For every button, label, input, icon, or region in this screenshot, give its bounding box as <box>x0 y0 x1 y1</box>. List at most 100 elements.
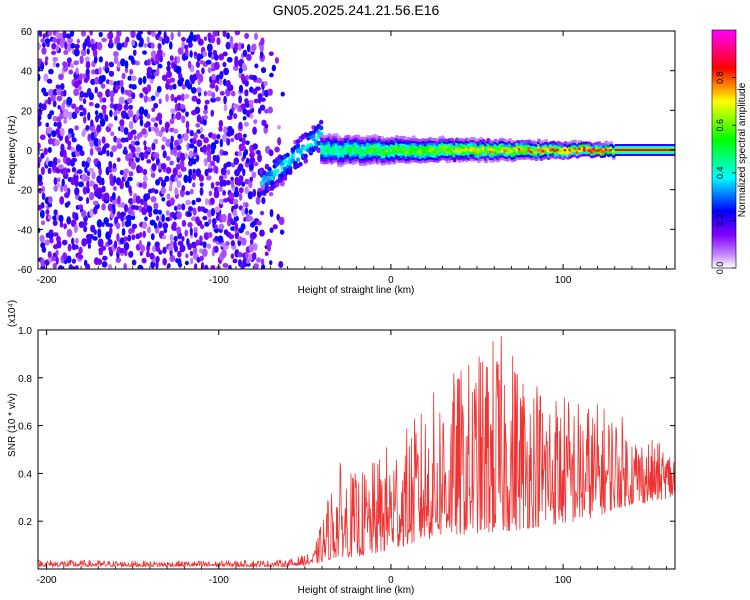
spectrogram-cell <box>190 188 194 195</box>
spectrogram-cell <box>149 74 156 80</box>
spectrogram-cell <box>44 60 48 66</box>
spectrogram-cell <box>277 137 282 146</box>
spectrogram-cell <box>229 128 235 136</box>
spectrogram-cell <box>189 227 193 236</box>
spectrogram-cell <box>139 37 144 46</box>
colorbar-gradient <box>711 29 737 269</box>
spectrogram-cell <box>196 98 201 105</box>
spectrogram-cell <box>162 150 167 159</box>
spectrogram-cell <box>245 157 250 164</box>
spectrogram-cell <box>177 47 184 55</box>
spectrogram-cell <box>53 185 58 192</box>
spectrogram-cell <box>285 152 290 158</box>
spectrogram-cell <box>116 31 122 37</box>
spectrogram-cell <box>59 220 64 228</box>
spectrogram-cell <box>89 31 93 36</box>
spectrogram-cell <box>435 159 440 163</box>
spectrogram-cell <box>177 170 182 176</box>
spectrogram-cell <box>90 119 94 127</box>
spectrogram-cell <box>203 137 209 144</box>
spectrogram-cell <box>196 33 201 40</box>
spectrogram-cell <box>134 205 140 211</box>
spectrogram-cell <box>109 173 114 182</box>
spectrogram-cell <box>146 113 151 120</box>
spectrogram-cell <box>48 31 53 37</box>
spectrogram-cell <box>78 204 84 210</box>
spectrogram-cell <box>206 243 212 250</box>
spectrogram-cell <box>192 182 196 188</box>
spectrogram-cell <box>56 182 60 188</box>
spectrogram-cell <box>206 43 213 53</box>
spectrogram-cell <box>163 228 168 234</box>
spectrogram-cell <box>218 119 224 128</box>
spectrogram-cell <box>44 56 49 61</box>
spectrogram-cell <box>188 41 193 48</box>
y-tick-label: 1.0 <box>18 326 32 337</box>
spectrogram-cell <box>57 164 64 170</box>
spectrogram-cell <box>218 125 223 132</box>
spectrogram-cell <box>44 259 50 266</box>
spectrogram-cell <box>192 168 196 174</box>
spectrogram-cell <box>217 235 224 243</box>
spectrogram-cell <box>193 132 198 140</box>
spectrogram-cell <box>260 97 266 102</box>
spectrogram-cell <box>187 206 194 212</box>
spectrogram-cell <box>183 132 189 142</box>
spectrogram-cell <box>115 35 121 44</box>
spectrogram-cell <box>215 154 220 164</box>
spectrogram-cell <box>187 160 193 167</box>
spectrogram-cell <box>225 41 231 50</box>
spectrogram-cell <box>260 258 265 266</box>
spectrogram-cell <box>153 102 159 109</box>
spectrogram-cell <box>170 240 174 246</box>
spectrogram-cell <box>223 67 229 76</box>
spectrogram-cell <box>116 42 123 51</box>
spectrogram-cell <box>143 175 148 183</box>
spectrogram-cell <box>184 48 189 57</box>
spectrogram-cell <box>103 217 110 225</box>
y-tick-label: 0.8 <box>18 374 32 385</box>
spectrogram-cell <box>252 143 259 150</box>
spectrogram-cell <box>55 84 61 90</box>
spectrogram-cell <box>66 96 73 106</box>
spectrogram-cell <box>113 55 119 65</box>
spectrogram-cell <box>260 67 267 74</box>
colorbar-label: Normalized spectral amplitude <box>737 82 748 217</box>
spectrogram-cell <box>62 108 69 118</box>
spectrogram-cell <box>151 107 156 112</box>
spectrogram-cell <box>52 232 59 237</box>
spectrogram-cell <box>111 192 116 201</box>
spectrogram-cell <box>254 32 258 41</box>
spectrogram-cell <box>268 51 274 57</box>
spectrogram-cell <box>109 90 115 98</box>
spectrogram-cell <box>255 196 261 205</box>
spectrogram-cell <box>249 176 254 182</box>
spectrogram-cell <box>89 208 94 218</box>
spectrogram-cell <box>190 257 194 265</box>
spectrogram-cell <box>146 250 150 258</box>
spectrogram-cell <box>295 157 301 163</box>
spectrogram-cell <box>303 158 308 164</box>
spectrogram-cell <box>611 156 616 161</box>
spectrogram-cell <box>191 172 197 181</box>
spectrogram-cell <box>146 66 153 74</box>
spectrogram-cell <box>128 121 134 130</box>
spectrogram-cell <box>40 202 45 209</box>
spectrogram-cell <box>450 137 455 141</box>
spectrogram-cell <box>172 146 178 154</box>
spectrogram-cell <box>137 264 144 269</box>
spectrogram-cell <box>77 254 84 260</box>
spectrogram-cell <box>254 63 259 69</box>
spectrogram-cell <box>188 143 195 149</box>
spectrogram-cell <box>232 198 239 205</box>
spectrogram-cell <box>173 128 179 134</box>
spectrogram-cell <box>213 61 220 71</box>
spectrogram-cell <box>40 258 46 267</box>
spectrogram-cell <box>116 137 121 145</box>
spectrogram-cell <box>81 210 87 218</box>
spectrogram-cell <box>40 220 46 226</box>
spectrogram-cell <box>170 93 175 102</box>
colorbar-tick-label: 0.8 <box>715 71 725 84</box>
spectrogram-cell <box>336 135 341 139</box>
spectrogram-cell <box>189 50 193 58</box>
